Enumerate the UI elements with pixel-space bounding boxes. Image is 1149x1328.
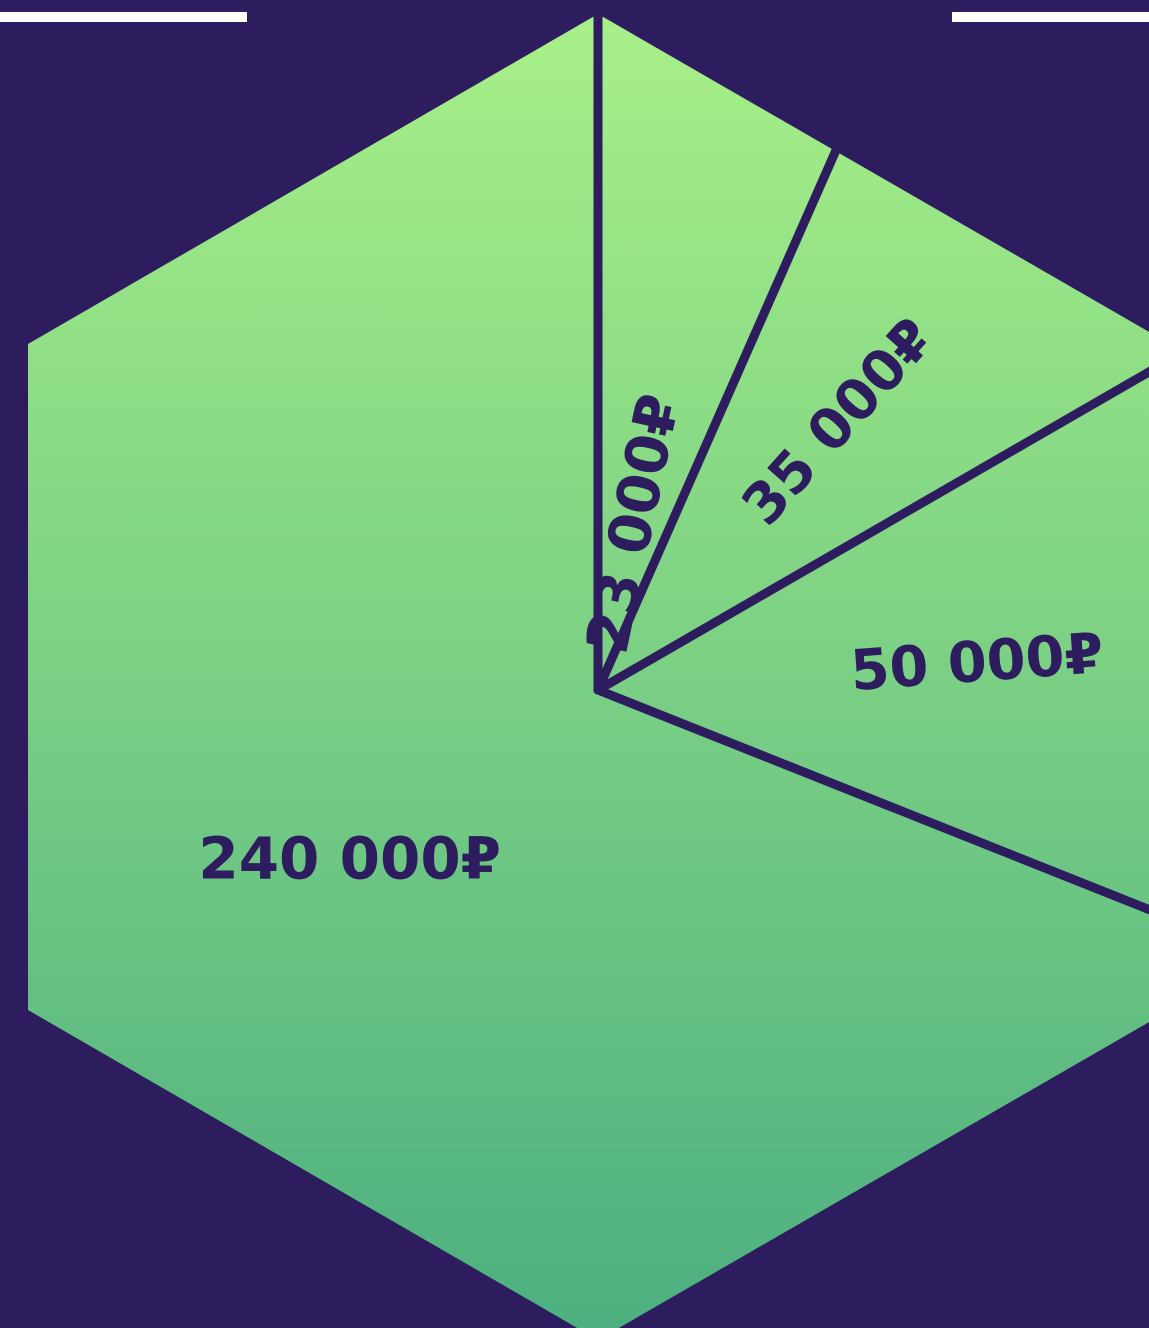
- hexagon-body: [28, 14, 1149, 1328]
- slice-divider-2: [593, 0, 908, 695]
- slice-divider-3: [593, 366, 1149, 695]
- slice-divider-4: [593, 685, 1149, 915]
- accent-line-left: [0, 12, 247, 22]
- accent-line-right: [952, 12, 1149, 22]
- slice-dividers: [593, 0, 1149, 915]
- slice-label-4: 240 000₽: [198, 824, 501, 892]
